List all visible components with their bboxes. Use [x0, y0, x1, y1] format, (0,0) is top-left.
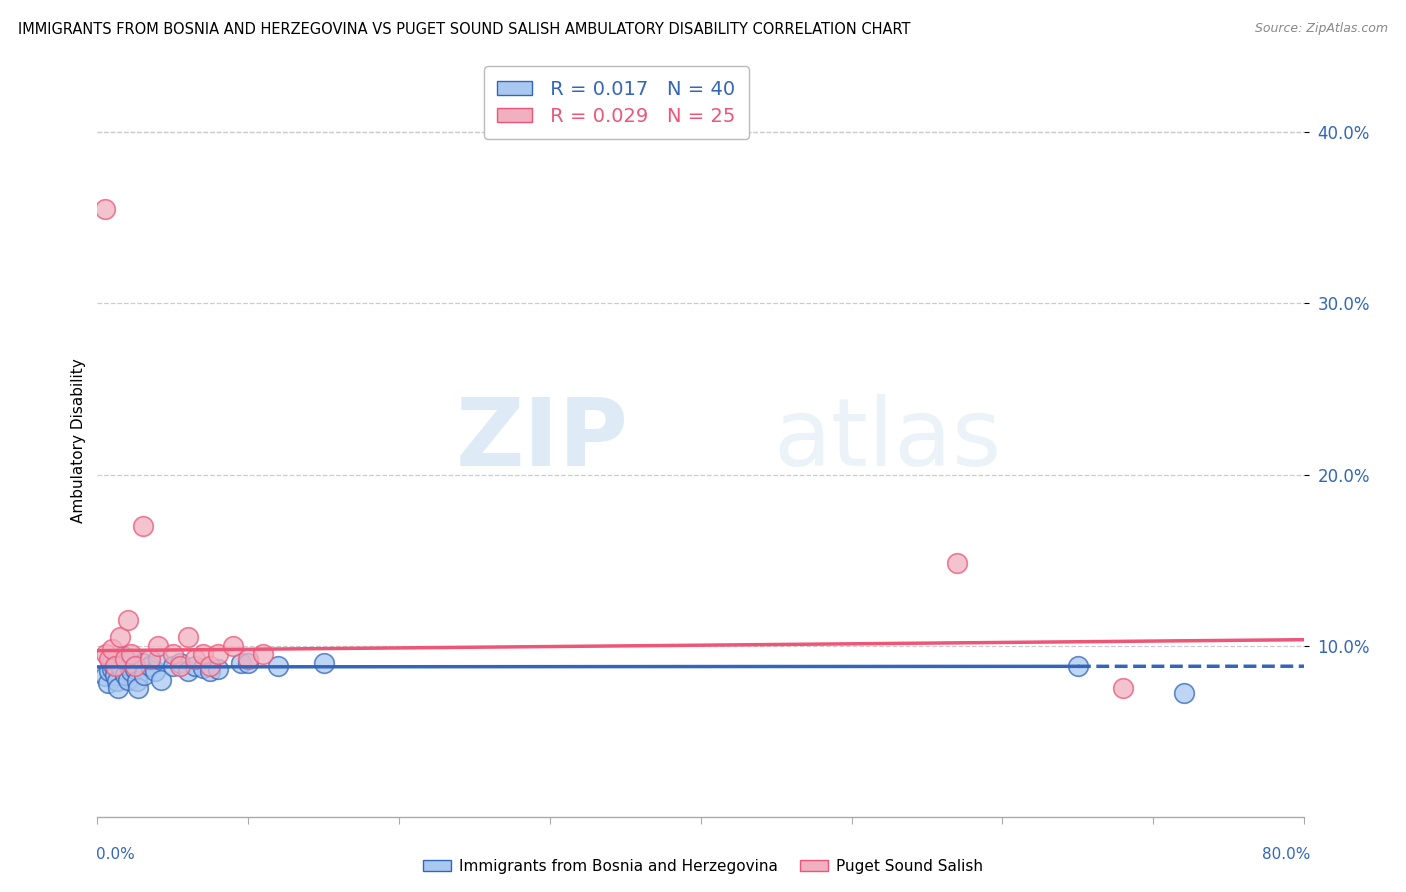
Text: ZIP: ZIP: [456, 394, 628, 486]
Text: Source: ZipAtlas.com: Source: ZipAtlas.com: [1254, 22, 1388, 36]
Point: [238, 652, 260, 666]
Point: [120, 647, 142, 661]
Point: [114, 652, 136, 666]
Point: [101, 663, 124, 677]
Point: [252, 647, 274, 661]
Point: [162, 659, 184, 673]
Point: [127, 681, 149, 696]
Point: [146, 652, 169, 666]
Point: [131, 518, 153, 533]
Point: [110, 661, 132, 675]
Point: [139, 652, 162, 666]
Point: [229, 656, 252, 670]
Point: [104, 659, 127, 673]
Point: [238, 656, 260, 670]
Point: [222, 639, 245, 653]
Point: [1173, 686, 1195, 700]
Legend:  R = 0.017   N = 40,  R = 0.029   N = 25: R = 0.017 N = 40, R = 0.029 N = 25: [484, 66, 749, 139]
Point: [107, 681, 129, 696]
Point: [94, 202, 117, 217]
Point: [114, 667, 136, 681]
Text: IMMIGRANTS FROM BOSNIA AND HERZEGOVINA VS PUGET SOUND SALISH AMBULATORY DISABILI: IMMIGRANTS FROM BOSNIA AND HERZEGOVINA V…: [18, 22, 911, 37]
Point: [131, 656, 153, 670]
Point: [111, 648, 134, 663]
Point: [184, 652, 207, 666]
Point: [105, 674, 128, 689]
Point: [97, 676, 120, 690]
Point: [149, 673, 172, 687]
Y-axis label: Ambulatory Disability: Ambulatory Disability: [72, 358, 86, 523]
Text: 0.0%: 0.0%: [96, 847, 135, 862]
Point: [125, 674, 148, 689]
Point: [121, 652, 143, 666]
Point: [101, 652, 124, 666]
Point: [117, 613, 139, 627]
Point: [1067, 659, 1090, 673]
Point: [100, 656, 122, 670]
Point: [946, 557, 969, 571]
Point: [94, 669, 117, 683]
Point: [96, 647, 118, 661]
Legend: Immigrants from Bosnia and Herzegovina, Puget Sound Salish: Immigrants from Bosnia and Herzegovina, …: [418, 853, 988, 880]
Point: [162, 647, 184, 661]
Point: [184, 659, 207, 673]
Point: [124, 659, 146, 673]
Point: [1112, 681, 1135, 696]
Point: [120, 664, 142, 678]
Point: [124, 663, 146, 677]
Point: [146, 639, 169, 653]
Point: [191, 661, 214, 675]
Point: [143, 664, 166, 678]
Point: [207, 647, 229, 661]
Point: [98, 664, 121, 678]
Point: [139, 659, 162, 673]
Point: [169, 659, 191, 673]
Point: [98, 652, 121, 666]
Point: [267, 659, 290, 673]
Point: [103, 659, 125, 673]
Text: atlas: atlas: [773, 394, 1001, 486]
Point: [312, 656, 335, 670]
Point: [134, 667, 156, 681]
Point: [108, 654, 131, 668]
Point: [104, 667, 127, 681]
Point: [118, 659, 141, 673]
Point: [191, 647, 214, 661]
Point: [117, 673, 139, 687]
Point: [177, 664, 200, 678]
Point: [200, 664, 222, 678]
Point: [108, 630, 131, 644]
Text: 80.0%: 80.0%: [1263, 847, 1310, 862]
Point: [177, 630, 200, 644]
Point: [169, 656, 191, 670]
Point: [207, 663, 229, 677]
Point: [101, 642, 124, 657]
Point: [200, 659, 222, 673]
